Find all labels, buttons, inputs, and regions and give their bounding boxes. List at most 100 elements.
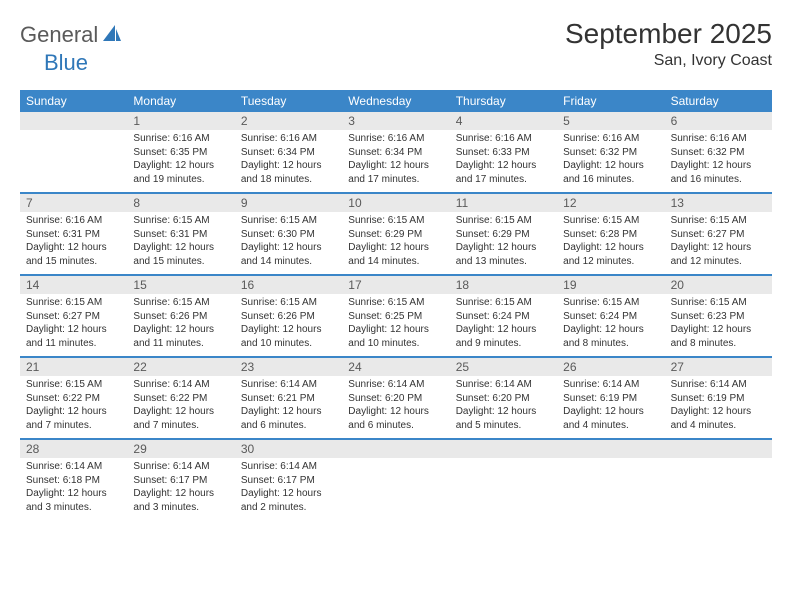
day-cell: 18Sunrise: 6:15 AMSunset: 6:24 PMDayligh… [450,276,557,356]
day-number: 22 [127,358,234,376]
daylight-text: Daylight: 12 hours and 3 minutes. [133,487,228,514]
sunset-text: Sunset: 6:27 PM [26,310,121,324]
day-body: Sunrise: 6:14 AMSunset: 6:20 PMDaylight:… [450,376,557,432]
sunrise-text: Sunrise: 6:15 AM [671,214,766,228]
sunrise-text: Sunrise: 6:14 AM [348,378,443,392]
sunset-text: Sunset: 6:30 PM [241,228,336,242]
daylight-text: Daylight: 12 hours and 12 minutes. [563,241,658,268]
day-number: 18 [450,276,557,294]
day-number [450,440,557,458]
day-body: Sunrise: 6:14 AMSunset: 6:19 PMDaylight:… [665,376,772,432]
sunrise-text: Sunrise: 6:15 AM [133,214,228,228]
sunrise-text: Sunrise: 6:15 AM [26,296,121,310]
sunset-text: Sunset: 6:17 PM [241,474,336,488]
weekday-fri: Friday [557,90,664,112]
day-number: 14 [20,276,127,294]
daylight-text: Daylight: 12 hours and 9 minutes. [456,323,551,350]
daylight-text: Daylight: 12 hours and 8 minutes. [563,323,658,350]
day-number: 27 [665,358,772,376]
day-body: Sunrise: 6:15 AMSunset: 6:24 PMDaylight:… [450,294,557,350]
sunrise-text: Sunrise: 6:16 AM [456,132,551,146]
sunset-text: Sunset: 6:29 PM [456,228,551,242]
day-number: 26 [557,358,664,376]
day-number [557,440,664,458]
day-cell: 15Sunrise: 6:15 AMSunset: 6:26 PMDayligh… [127,276,234,356]
weekday-wed: Wednesday [342,90,449,112]
daylight-text: Daylight: 12 hours and 15 minutes. [133,241,228,268]
sunset-text: Sunset: 6:26 PM [241,310,336,324]
day-body: Sunrise: 6:15 AMSunset: 6:22 PMDaylight:… [20,376,127,432]
day-body: Sunrise: 6:14 AMSunset: 6:18 PMDaylight:… [20,458,127,514]
sunrise-text: Sunrise: 6:15 AM [241,214,336,228]
day-cell: 19Sunrise: 6:15 AMSunset: 6:24 PMDayligh… [557,276,664,356]
day-number: 25 [450,358,557,376]
brand-blue: Blue [44,50,88,75]
sunset-text: Sunset: 6:33 PM [456,146,551,160]
day-cell: 12Sunrise: 6:15 AMSunset: 6:28 PMDayligh… [557,194,664,274]
sunrise-text: Sunrise: 6:15 AM [671,296,766,310]
daylight-text: Daylight: 12 hours and 16 minutes. [671,159,766,186]
week-row: 21Sunrise: 6:15 AMSunset: 6:22 PMDayligh… [20,356,772,438]
daylight-text: Daylight: 12 hours and 5 minutes. [456,405,551,432]
day-cell: 14Sunrise: 6:15 AMSunset: 6:27 PMDayligh… [20,276,127,356]
sunrise-text: Sunrise: 6:15 AM [348,214,443,228]
day-cell: 17Sunrise: 6:15 AMSunset: 6:25 PMDayligh… [342,276,449,356]
day-body: Sunrise: 6:14 AMSunset: 6:17 PMDaylight:… [235,458,342,514]
day-number: 21 [20,358,127,376]
day-body: Sunrise: 6:15 AMSunset: 6:28 PMDaylight:… [557,212,664,268]
sunset-text: Sunset: 6:29 PM [348,228,443,242]
day-number [665,440,772,458]
day-number: 5 [557,112,664,130]
day-cell: 16Sunrise: 6:15 AMSunset: 6:26 PMDayligh… [235,276,342,356]
brand-general: General [20,22,98,48]
sunrise-text: Sunrise: 6:16 AM [563,132,658,146]
day-body: Sunrise: 6:14 AMSunset: 6:20 PMDaylight:… [342,376,449,432]
day-cell: 20Sunrise: 6:15 AMSunset: 6:23 PMDayligh… [665,276,772,356]
sunset-text: Sunset: 6:24 PM [456,310,551,324]
day-number: 10 [342,194,449,212]
daylight-text: Daylight: 12 hours and 14 minutes. [241,241,336,268]
day-body: Sunrise: 6:15 AMSunset: 6:29 PMDaylight:… [450,212,557,268]
sunset-text: Sunset: 6:25 PM [348,310,443,324]
day-cell: 22Sunrise: 6:14 AMSunset: 6:22 PMDayligh… [127,358,234,438]
day-number: 12 [557,194,664,212]
day-number: 28 [20,440,127,458]
title-block: September 2025 San, Ivory Coast [565,18,772,70]
day-cell: 6Sunrise: 6:16 AMSunset: 6:32 PMDaylight… [665,112,772,192]
day-cell [450,440,557,520]
daylight-text: Daylight: 12 hours and 7 minutes. [133,405,228,432]
calendar: Sunday Monday Tuesday Wednesday Thursday… [20,90,772,520]
sunrise-text: Sunrise: 6:14 AM [456,378,551,392]
daylight-text: Daylight: 12 hours and 11 minutes. [133,323,228,350]
sunset-text: Sunset: 6:24 PM [563,310,658,324]
sunrise-text: Sunrise: 6:15 AM [26,378,121,392]
day-cell: 30Sunrise: 6:14 AMSunset: 6:17 PMDayligh… [235,440,342,520]
sunset-text: Sunset: 6:27 PM [671,228,766,242]
sunset-text: Sunset: 6:34 PM [241,146,336,160]
sunset-text: Sunset: 6:20 PM [348,392,443,406]
day-number: 13 [665,194,772,212]
day-number: 23 [235,358,342,376]
day-cell: 3Sunrise: 6:16 AMSunset: 6:34 PMDaylight… [342,112,449,192]
day-number: 24 [342,358,449,376]
day-cell: 13 Sunrise: 6:15 AMSunset: 6:27 PMDayligh… [665,194,772,274]
day-cell: 25Sunrise: 6:14 AMSunset: 6:20 PMDayligh… [450,358,557,438]
day-body: Sunrise: 6:14 AMSunset: 6:21 PMDaylight:… [235,376,342,432]
location: San, Ivory Coast [565,52,772,70]
weekday-sat: Saturday [665,90,772,112]
day-cell: 28Sunrise: 6:14 AMSunset: 6:18 PMDayligh… [20,440,127,520]
daylight-text: Daylight: 12 hours and 12 minutes. [671,241,766,268]
daylight-text: Daylight: 12 hours and 2 minutes. [241,487,336,514]
day-number [20,112,127,130]
daylight-text: Daylight: 12 hours and 13 minutes. [456,241,551,268]
sunset-text: Sunset: 6:23 PM [671,310,766,324]
day-cell: 29Sunrise: 6:14 AMSunset: 6:17 PMDayligh… [127,440,234,520]
week-row: 1Sunrise: 6:16 AMSunset: 6:35 PMDaylight… [20,112,772,192]
sunrise-text: Sunrise: 6:14 AM [241,460,336,474]
day-cell: 7Sunrise: 6:16 AMSunset: 6:31 PMDaylight… [20,194,127,274]
sunset-text: Sunset: 6:32 PM [563,146,658,160]
sunset-text: Sunset: 6:22 PM [133,392,228,406]
daylight-text: Daylight: 12 hours and 18 minutes. [241,159,336,186]
day-body: Sunrise: 6:15 AMSunset: 6:23 PMDaylight:… [665,294,772,350]
sunset-text: Sunset: 6:19 PM [671,392,766,406]
